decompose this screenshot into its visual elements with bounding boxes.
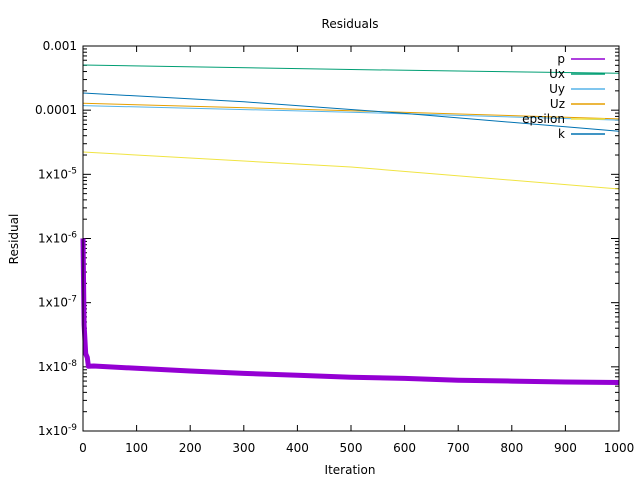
- y-axis-label: Residual: [7, 214, 21, 265]
- chart-title: Residuals: [322, 17, 379, 31]
- x-tick-label: 500: [340, 441, 363, 455]
- x-tick-label: 700: [447, 441, 470, 455]
- legend-label: k: [558, 127, 565, 141]
- y-tick-label: 1x10-6: [38, 231, 77, 246]
- x-tick-label: 300: [232, 441, 255, 455]
- y-tick-label: 1x10-8: [38, 359, 77, 374]
- y-tick-label: 1x10-5: [38, 166, 77, 181]
- series-line-p: [80, 238, 620, 385]
- series-line-Uz: [82, 102, 620, 120]
- legend-label: Uz: [550, 97, 565, 111]
- x-tick-label: 400: [286, 441, 309, 455]
- x-tick-label: 900: [554, 441, 577, 455]
- plot-frame: [82, 45, 620, 432]
- x-tick-label: 0: [79, 441, 87, 455]
- x-tick-label: 200: [179, 441, 202, 455]
- x-tick-label: 100: [125, 441, 148, 455]
- y-tick-label: 1x10-9: [38, 423, 77, 438]
- y-tick-label: 1x10-7: [38, 295, 77, 310]
- series-line-Uy: [82, 105, 620, 121]
- x-axis-label: Iteration: [325, 463, 376, 477]
- series-line-k: [82, 92, 620, 132]
- x-tick-label: 600: [393, 441, 416, 455]
- y-tick-label: 0.001: [43, 39, 77, 53]
- x-tick-label: 800: [500, 441, 523, 455]
- legend-label: epsilon: [522, 112, 565, 126]
- y-tick-label: 0.0001: [35, 103, 77, 117]
- legend-label: Ux: [549, 67, 565, 81]
- legend-label: p: [557, 52, 565, 66]
- legend-label: Uy: [549, 82, 565, 96]
- x-tick-label: 1000: [604, 441, 635, 455]
- series-line-Ux: [82, 64, 620, 74]
- series-line-epsilon: [82, 151, 620, 190]
